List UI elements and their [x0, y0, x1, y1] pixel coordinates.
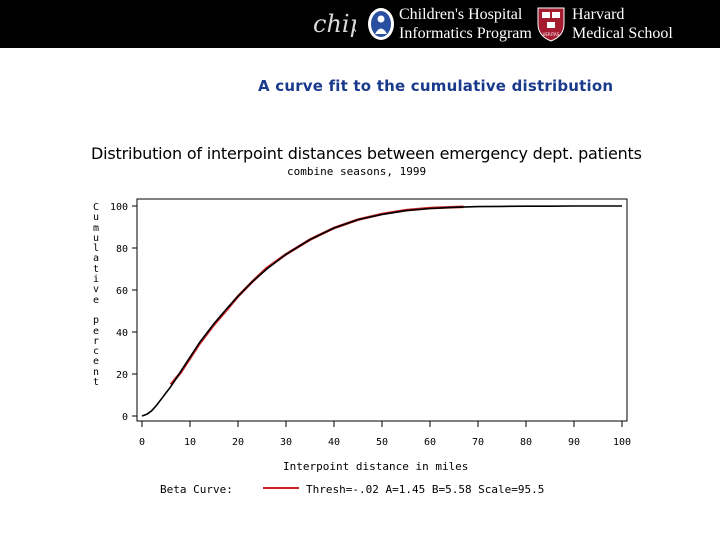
hms-name-line2: Medical School — [572, 25, 673, 42]
chip-name-line1: Children's Hospital — [399, 6, 523, 23]
x-tick-label: 70 — [472, 437, 484, 448]
y-axis: 0 20 40 60 80 100 — [110, 202, 137, 423]
chip-wordmark-logo: chip — [313, 10, 356, 38]
y-tick-label: 80 — [116, 244, 128, 255]
y-axis-label-char: t — [92, 377, 100, 389]
y-axis-label-char: e — [92, 294, 100, 306]
chart-subtitle: combine seasons, 1999 — [287, 165, 427, 178]
y-axis-label-char: c — [92, 346, 100, 358]
y-tick-label: 40 — [116, 328, 128, 339]
harvard-shield-icon: VERITAS — [537, 7, 565, 42]
y-axis-label-char: C — [92, 202, 100, 213]
chart-title: Distribution of interpoint distances bet… — [91, 144, 642, 163]
y-tick-label: 60 — [116, 286, 128, 297]
hms-name-line1: Harvard — [572, 6, 625, 23]
y-axis-label-char: t — [92, 263, 100, 275]
x-tick-label: 50 — [376, 437, 388, 448]
series-layer — [141, 205, 622, 417]
y-axis-label-char: r — [92, 335, 100, 347]
y-axis-label-char: u — [92, 232, 100, 244]
y-axis-label-char: n — [92, 366, 100, 378]
y-axis-label-char: l — [92, 243, 100, 255]
x-tick-label: 90 — [568, 437, 580, 448]
x-tick-label: 20 — [232, 437, 244, 448]
y-tick-label: 100 — [110, 202, 128, 213]
x-tick-label: 40 — [328, 437, 340, 448]
series-beta-fit-line — [169, 205, 464, 386]
x-tick-label: 30 — [280, 437, 292, 448]
chip-name-line2: Informatics Program — [399, 25, 532, 42]
x-axis: 0 10 20 30 40 50 60 70 80 90 100 — [139, 421, 631, 448]
plot-frame — [136, 198, 628, 422]
legend-label: Beta Curve: — [160, 483, 233, 496]
x-tick-label: 60 — [424, 437, 436, 448]
x-tick-label: 100 — [613, 437, 631, 448]
x-tick-label: 80 — [520, 437, 532, 448]
y-axis-label-char: p — [92, 315, 100, 327]
y-axis-label-char: a — [92, 253, 100, 265]
x-tick-label: 0 — [139, 437, 145, 448]
y-axis-label-char: i — [92, 274, 100, 286]
series-empirical-line — [141, 205, 622, 417]
header-bar: chip Children's Hospital Informatics Pro… — [0, 0, 720, 48]
y-axis-label-char: e — [92, 325, 100, 337]
y-axis-label-char: e — [92, 356, 100, 368]
chip-seal-icon — [368, 8, 394, 40]
chip-wordmark-text: chip — [313, 10, 356, 38]
slide-title: A curve fit to the cumulative distributi… — [258, 77, 614, 95]
hms-shield-text: VERITAS — [543, 32, 560, 37]
x-tick-label: 10 — [184, 437, 196, 448]
legend-swatch — [263, 487, 299, 489]
x-axis-label: Interpoint distance in miles — [283, 460, 469, 473]
y-axis-label-char: u — [92, 212, 100, 224]
y-tick-label: 20 — [116, 370, 128, 381]
y-axis-label-char: m — [92, 222, 100, 234]
legend-entry: Thresh=-.02 A=1.45 B=5.58 Scale=95.5 — [306, 483, 545, 496]
y-axis-label-char: v — [92, 284, 100, 296]
y-tick-label: 0 — [122, 412, 128, 423]
